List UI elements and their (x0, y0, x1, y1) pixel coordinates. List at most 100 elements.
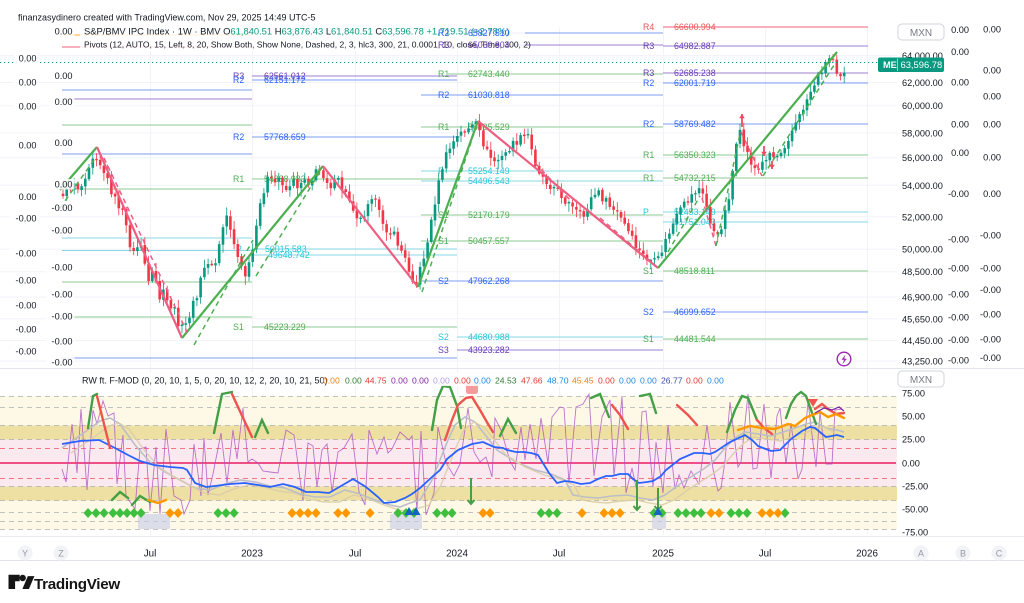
svg-text:75.00: 75.00 (902, 389, 925, 399)
svg-text:-0.00: -0.00 (980, 231, 1001, 241)
svg-text:52,000.00: 52,000.00 (902, 212, 943, 222)
svg-text:47.66: 47.66 (521, 376, 543, 386)
svg-text:S1: S1 (233, 322, 244, 332)
svg-text:0.00: 0.00 (55, 97, 73, 107)
svg-text:-0.00: -0.00 (16, 249, 37, 259)
svg-text:47962.268: 47962.268 (468, 276, 510, 286)
svg-text:61030.818: 61030.818 (468, 90, 510, 100)
svg-text:-75.00: -75.00 (902, 528, 928, 538)
svg-text:44.75: 44.75 (365, 376, 387, 386)
svg-text:0.00: 0.00 (598, 376, 615, 386)
svg-text:0.00: 0.00 (412, 376, 429, 386)
svg-text:44680.988: 44680.988 (468, 332, 510, 342)
svg-text:0.00: 0.00 (983, 66, 1001, 76)
svg-text:62151.172: 62151.172 (264, 75, 306, 85)
svg-text:R2: R2 (233, 132, 244, 142)
svg-text:0.00: 0.00 (983, 120, 1001, 130)
svg-text:0.00: 0.00 (454, 376, 471, 386)
svg-text:0.00: 0.00 (983, 25, 1001, 35)
svg-text:49648.742: 49648.742 (268, 250, 310, 260)
svg-text:62,000.00: 62,000.00 (902, 78, 943, 88)
svg-text:43923.282: 43923.282 (468, 345, 510, 355)
svg-text:65069.804: 65069.804 (468, 40, 510, 50)
svg-text:R2: R2 (643, 78, 654, 88)
svg-text:R3: R3 (438, 40, 449, 50)
svg-text:-0.00: -0.00 (52, 290, 73, 300)
svg-text:ME: ME (883, 60, 897, 70)
svg-text:-0.00: -0.00 (948, 290, 969, 300)
svg-text:A: A (918, 549, 924, 559)
svg-text:45223.229: 45223.229 (264, 322, 306, 332)
svg-text:R2: R2 (438, 90, 449, 100)
svg-text:24.53: 24.53 (495, 376, 517, 386)
svg-text:0.00: 0.00 (951, 25, 969, 35)
svg-text:R1: R1 (233, 174, 244, 184)
svg-text:-0.00: -0.00 (52, 263, 73, 273)
svg-text:45,650.00: 45,650.00 (902, 314, 943, 324)
svg-text:C: C (996, 549, 1003, 559)
svg-text:-0.00: -0.00 (948, 189, 969, 199)
svg-text:25.00: 25.00 (902, 435, 925, 445)
svg-text:0.00: 0.00 (619, 376, 636, 386)
svg-text:-25.00: -25.00 (902, 482, 928, 492)
svg-text:62685.238: 62685.238 (674, 68, 716, 78)
svg-text:Jul: Jul (759, 549, 772, 560)
svg-text:R2: R2 (438, 28, 449, 38)
svg-text:0.00: 0.00 (19, 192, 37, 202)
svg-text:56,000.00: 56,000.00 (902, 153, 943, 163)
svg-text:R1: R1 (438, 69, 449, 79)
svg-text:Pivots (12, AUTO, 15, Left, 8,: Pivots (12, AUTO, 15, Left, 8, 20, Show … (84, 40, 531, 50)
svg-text:2025: 2025 (652, 549, 674, 560)
svg-text:48.70: 48.70 (547, 376, 569, 386)
svg-text:-0.00: -0.00 (52, 226, 73, 236)
svg-text:0.00: 0.00 (474, 376, 491, 386)
svg-text:MXN: MXN (910, 375, 932, 386)
svg-text:finanzasydinero created with T: finanzasydinero created with TradingView… (18, 13, 316, 23)
svg-text:0.00: 0.00 (55, 71, 73, 81)
svg-text:54888.983: 54888.983 (264, 174, 306, 184)
svg-text:MXN: MXN (910, 28, 932, 39)
svg-text:-0.00: -0.00 (948, 235, 969, 245)
svg-text:RW ft. F-MOD (0, 20, 10, 1, 5,: RW ft. F-MOD (0, 20, 10, 1, 5, 0, 20, 10… (82, 376, 327, 386)
svg-text:Jul: Jul (553, 549, 566, 560)
svg-text:-0.00: -0.00 (52, 337, 73, 347)
svg-text:0.00: 0.00 (19, 102, 37, 112)
svg-text:66600.994: 66600.994 (674, 22, 716, 32)
svg-text:R2: R2 (233, 75, 244, 85)
svg-text:0.00: 0.00 (951, 78, 969, 88)
svg-text:0.00: 0.00 (902, 459, 920, 469)
svg-text:46,900.00: 46,900.00 (902, 293, 943, 303)
svg-text:Jul: Jul (349, 549, 362, 560)
svg-text:R2: R2 (643, 119, 654, 129)
svg-text:0.00: 0.00 (951, 148, 969, 158)
svg-text:0.00: 0.00 (391, 376, 408, 386)
svg-text:0.00: 0.00 (19, 141, 37, 151)
svg-text:0.00: 0.00 (983, 189, 1001, 199)
svg-text:64982.887: 64982.887 (674, 41, 716, 51)
svg-text:B: B (960, 549, 966, 559)
svg-text:44,450.00: 44,450.00 (902, 336, 943, 346)
svg-text:26.77: 26.77 (661, 376, 683, 386)
svg-text:0.00: 0.00 (983, 92, 1001, 102)
svg-text:R3: R3 (643, 41, 654, 51)
svg-text:-0.00: -0.00 (980, 310, 1001, 320)
svg-text:S2: S2 (643, 307, 654, 317)
svg-text:62561.012: 62561.012 (264, 71, 306, 81)
svg-text:2023: 2023 (241, 549, 263, 560)
svg-text:52170.179: 52170.179 (468, 210, 510, 220)
svg-text:-0.00: -0.00 (948, 313, 969, 323)
svg-text:Jul: Jul (144, 549, 157, 560)
svg-text:0.00: 0.00 (345, 376, 362, 386)
svg-text:-0.00: -0.00 (948, 356, 969, 366)
svg-text:S1: S1 (438, 236, 449, 246)
svg-text:50015.583: 50015.583 (265, 244, 307, 254)
svg-text:50,000.00: 50,000.00 (902, 245, 943, 255)
svg-text:-0.00: -0.00 (16, 347, 37, 357)
svg-text:0.00: 0.00 (686, 376, 703, 386)
svg-text:S1: S1 (643, 334, 654, 344)
svg-text:0.00: 0.00 (19, 54, 37, 64)
svg-text:S3: S3 (438, 345, 449, 355)
svg-text:-0.00: -0.00 (52, 203, 73, 213)
svg-text:0.00: 0.00 (19, 78, 37, 88)
svg-text:56350.323: 56350.323 (674, 150, 716, 160)
